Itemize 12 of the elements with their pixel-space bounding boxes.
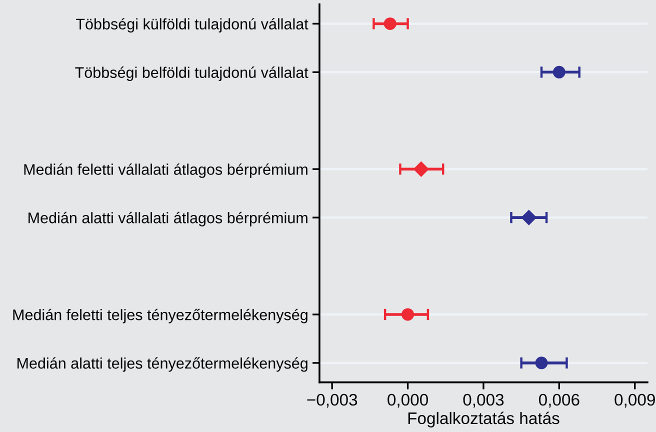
y-tick-label: Többségi belföldi tulajdonú vállalat [75, 66, 308, 81]
x-axis-title: Foglalkoztatás hatás [408, 412, 560, 428]
x-tick-label: −0,003 [307, 394, 358, 408]
y-tick-label: Medián alatti teljes tényezőtermelékenység [18, 357, 308, 372]
x-tick-label: 0,009 [614, 394, 655, 408]
x-tick-label: 0,000 [388, 394, 428, 408]
y-tick-label: Medián feletti vállalati átlagos bérprémium [24, 163, 308, 178]
x-tick-label: 0,006 [538, 394, 580, 408]
y-tick-label: Medián feletti teljes tényezőtermelékenység [13, 308, 308, 324]
y-tick-label: Többségi külföldi tulajdonú vállalat [76, 18, 308, 32]
y-tick-label: Medián alatti vállalati átlagos bérprémium [28, 212, 308, 226]
x-tick-label: 0,003 [463, 394, 504, 408]
